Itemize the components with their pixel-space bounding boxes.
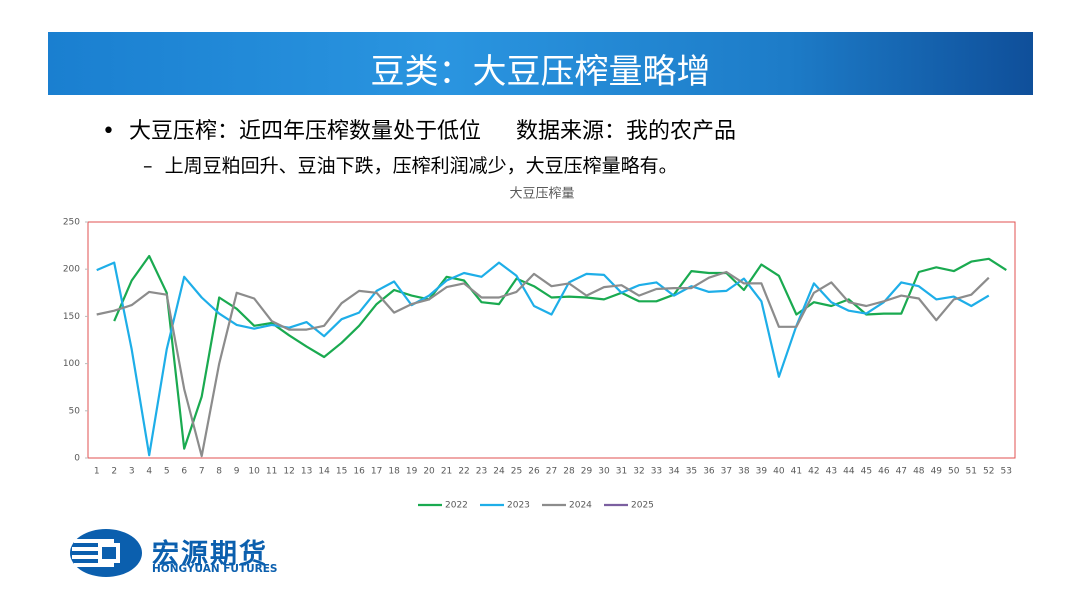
y-tick-label: 50 xyxy=(69,406,81,416)
x-tick-label: 40 xyxy=(773,467,785,477)
x-tick-label: 25 xyxy=(511,467,522,477)
bullet-text: 大豆压榨：近四年压榨数量处于低位 xyxy=(128,119,481,144)
x-tick-label: 27 xyxy=(546,467,557,477)
y-tick-label: 200 xyxy=(63,265,80,275)
x-tick-label: 21 xyxy=(441,467,452,477)
x-tick-label: 38 xyxy=(738,467,750,477)
logo-icon xyxy=(70,529,142,577)
x-tick-label: 6 xyxy=(181,467,187,477)
x-tick-label: 15 xyxy=(336,467,347,477)
y-tick-label: 0 xyxy=(74,454,80,464)
x-tick-label: 37 xyxy=(721,467,732,477)
x-tick-label: 24 xyxy=(493,467,505,477)
header-bar: 豆类：大豆压榨量略增 xyxy=(48,32,1033,95)
x-tick-label: 32 xyxy=(633,467,644,477)
x-tick-label: 43 xyxy=(826,467,837,477)
x-tick-label: 14 xyxy=(318,467,330,477)
x-tick-label: 9 xyxy=(234,467,240,477)
series-line xyxy=(96,270,990,458)
y-tick-label: 250 xyxy=(63,218,80,228)
x-tick-label: 52 xyxy=(983,467,994,477)
x-tick-label: 29 xyxy=(581,467,593,477)
y-tick-label: 100 xyxy=(63,359,80,369)
x-tick-label: 33 xyxy=(651,467,662,477)
legend-label: 2022 xyxy=(445,501,468,511)
x-tick-label: 30 xyxy=(598,467,610,477)
x-tick-label: 18 xyxy=(388,467,400,477)
x-tick-label: 5 xyxy=(164,467,170,477)
x-tick-label: 4 xyxy=(146,467,152,477)
logo-english: HONGYUAN FUTURES xyxy=(152,563,278,575)
x-tick-label: 36 xyxy=(703,467,715,477)
bullet: • 大豆压榨：近四年压榨数量处于低位 数据来源：我的农产品 xyxy=(102,119,736,144)
x-tick-label: 3 xyxy=(129,467,135,477)
x-tick-label: 50 xyxy=(948,467,960,477)
x-tick-label: 19 xyxy=(406,467,418,477)
x-tick-label: 20 xyxy=(423,467,435,477)
x-tick-label: 44 xyxy=(843,467,855,477)
x-tick-label: 26 xyxy=(528,467,540,477)
sub-bullet: – 上周豆粕回升、豆油下跌，压榨利润减少，大豆压榨量略有。 xyxy=(143,155,678,177)
plot-frame xyxy=(87,221,1016,459)
x-tick-label: 22 xyxy=(458,467,469,477)
x-tick-label: 53 xyxy=(1001,467,1012,477)
sub-bullet-text: 上周豆粕回升、豆油下跌，压榨利润减少，大豆压榨量略有。 xyxy=(164,155,678,177)
legend-label: 2025 xyxy=(631,501,654,511)
x-tick-label: 31 xyxy=(616,467,627,477)
x-tick-label: 41 xyxy=(791,467,802,477)
bullet-text: 数据来源：我的农产品 xyxy=(515,119,736,144)
series-line xyxy=(96,261,990,457)
x-tick-label: 23 xyxy=(476,467,487,477)
x-tick-label: 34 xyxy=(668,467,680,477)
x-tick-label: 2 xyxy=(111,467,117,477)
x-tick-label: 48 xyxy=(913,467,925,477)
slide-title: 豆类：大豆压榨量略增 xyxy=(370,52,711,92)
legend-label: 2024 xyxy=(569,501,592,511)
x-tick-label: 1 xyxy=(94,467,100,477)
x-tick-label: 16 xyxy=(353,467,365,477)
logo-name: 宏源期货 xyxy=(152,539,268,570)
y-tick-label: 150 xyxy=(63,312,80,322)
x-tick-label: 49 xyxy=(931,467,943,477)
x-tick-label: 35 xyxy=(686,467,697,477)
x-tick-label: 28 xyxy=(563,467,575,477)
x-tick-label: 13 xyxy=(301,467,312,477)
x-tick-label: 11 xyxy=(266,467,277,477)
x-tick-label: 46 xyxy=(878,467,890,477)
x-tick-label: 7 xyxy=(199,467,205,477)
x-tick-label: 42 xyxy=(808,467,819,477)
x-tick-label: 45 xyxy=(861,467,872,477)
x-tick-label: 39 xyxy=(756,467,768,477)
legend-label: 2023 xyxy=(507,501,530,511)
x-tick-label: 10 xyxy=(248,467,260,477)
x-tick-label: 51 xyxy=(966,467,977,477)
x-tick-label: 12 xyxy=(283,467,294,477)
x-tick-label: 8 xyxy=(216,467,222,477)
chart-title: 大豆压榨量 xyxy=(509,186,574,202)
x-tick-label: 47 xyxy=(896,467,907,477)
x-tick-label: 17 xyxy=(371,467,382,477)
